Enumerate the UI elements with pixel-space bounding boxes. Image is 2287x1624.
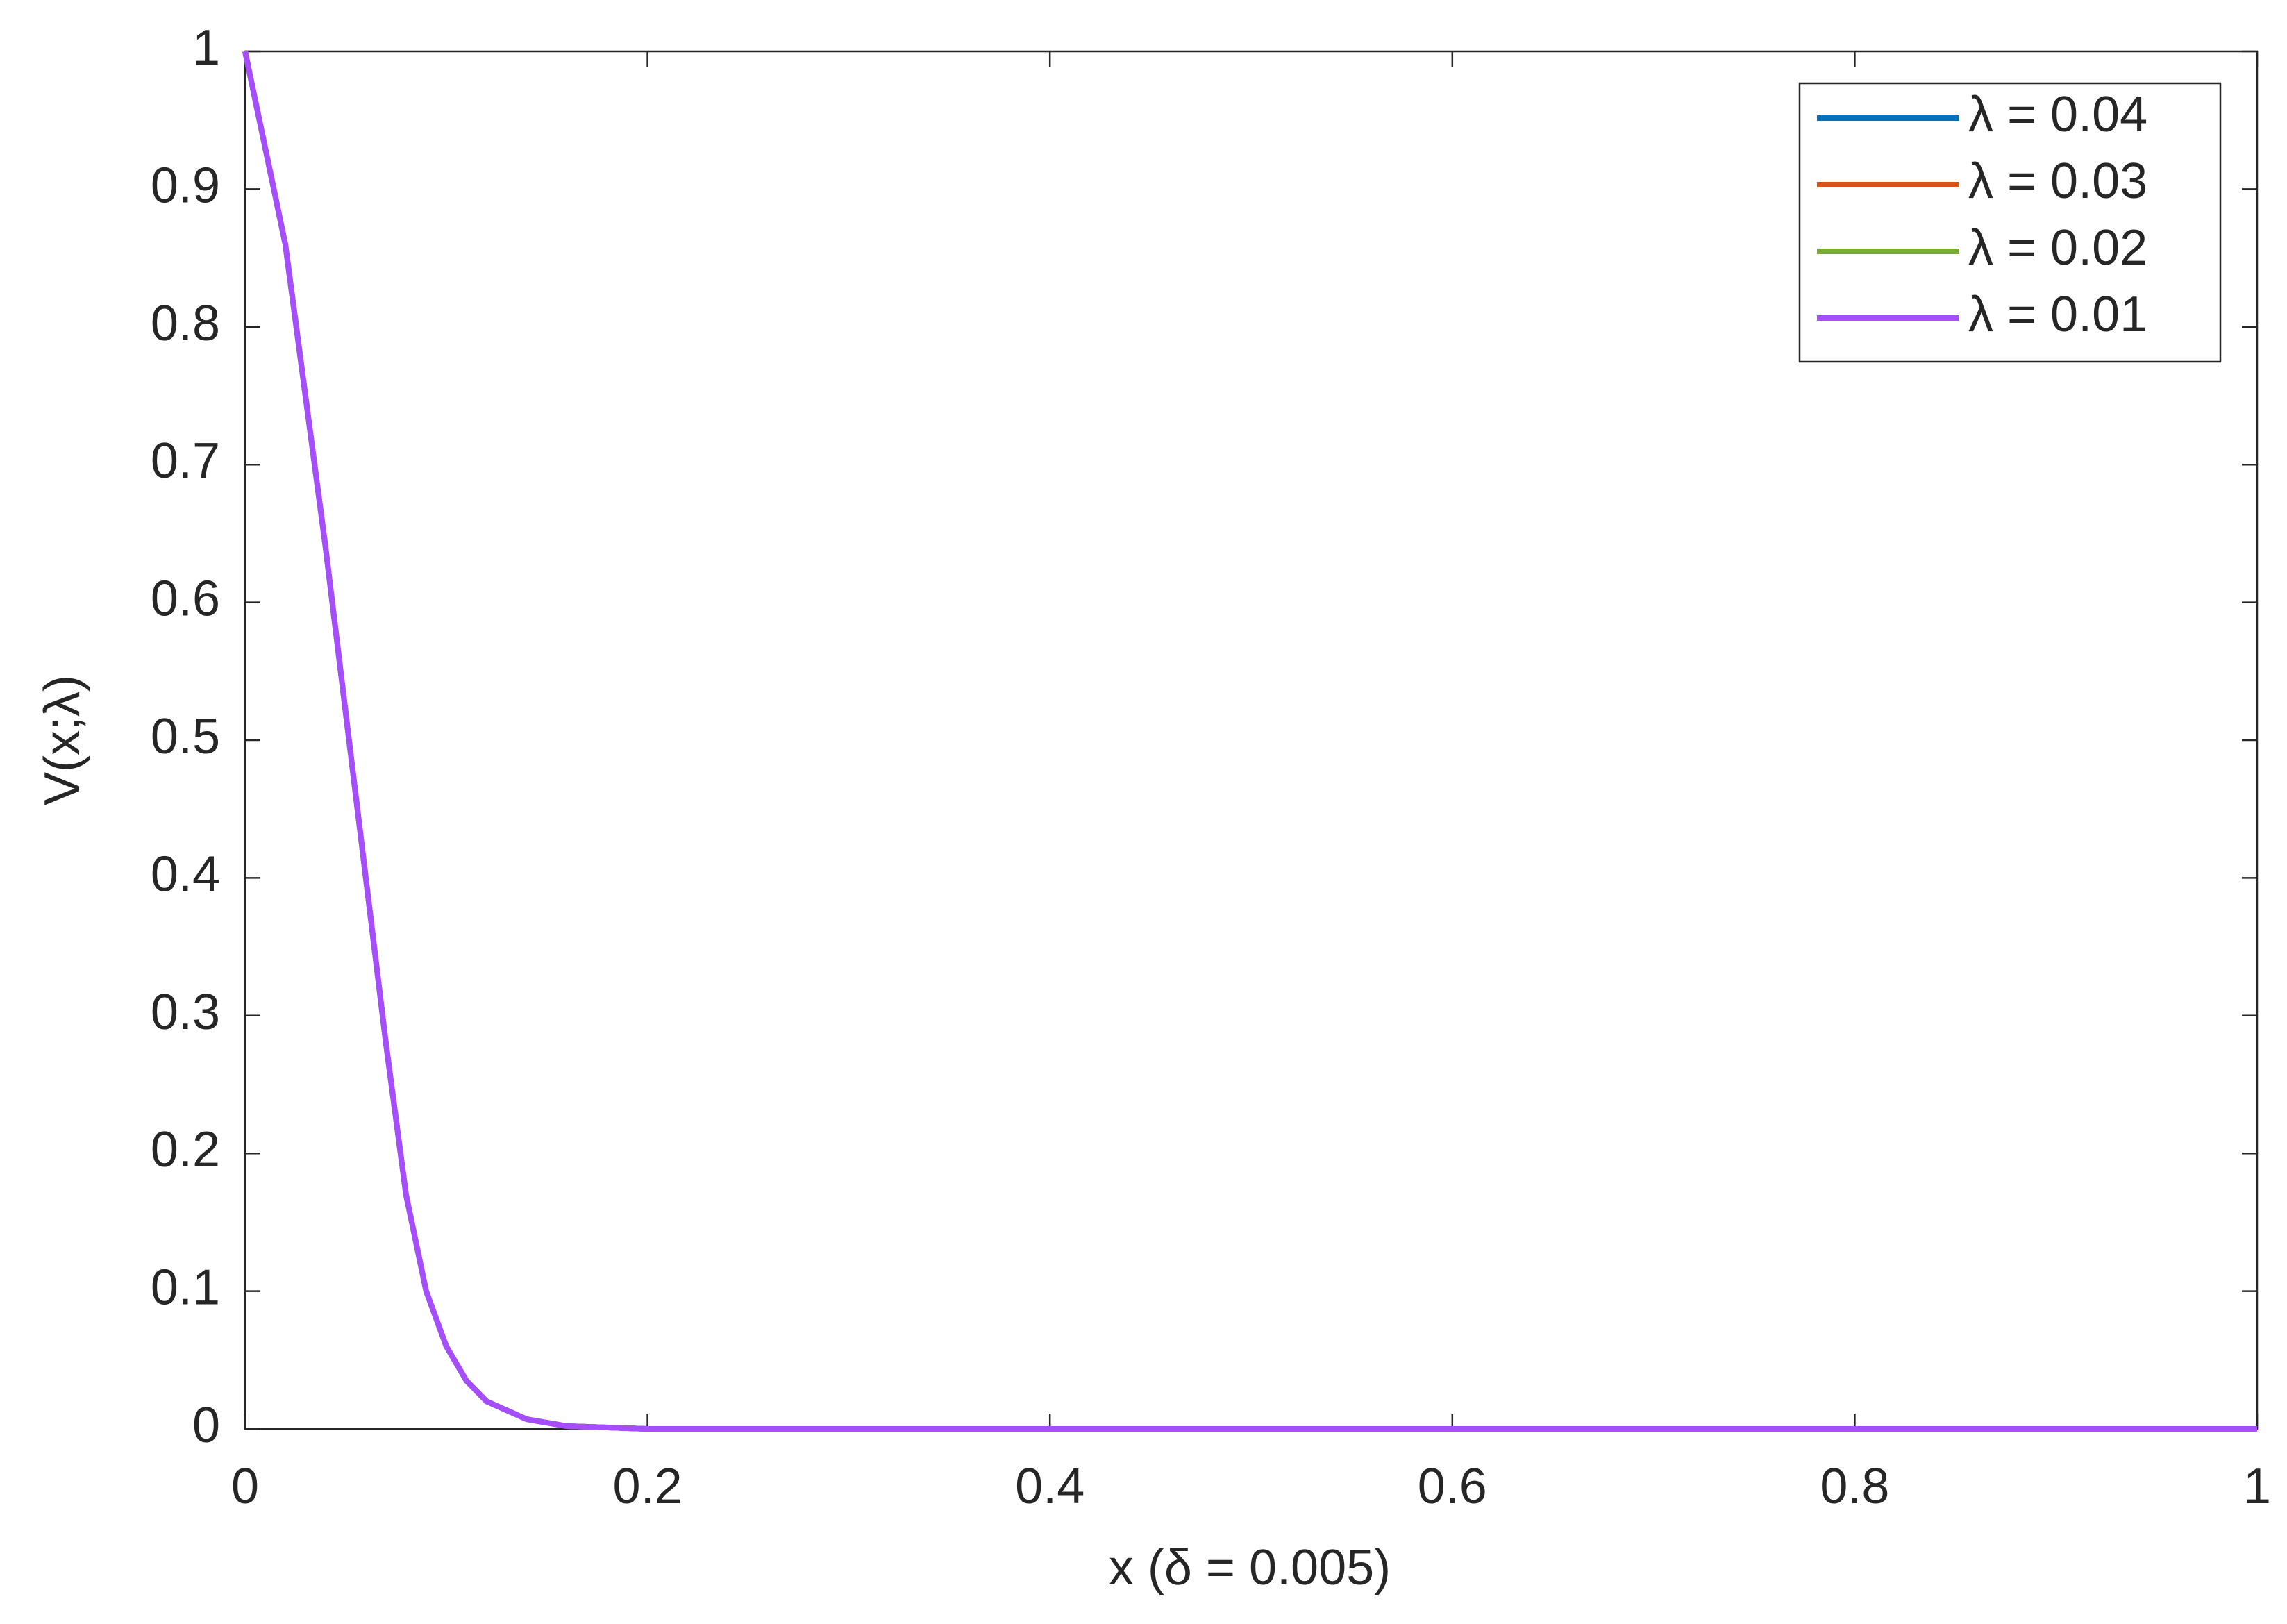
x-tick-label: 0.6: [1418, 1459, 1487, 1514]
y-tick-label: 0.2: [151, 1122, 220, 1178]
x-axis-label: x (δ = 0.005): [1109, 1540, 1391, 1596]
y-tick-label: 0.9: [151, 158, 220, 213]
y-tick-label: 1: [192, 20, 220, 76]
legend-label: λ = 0.01: [1968, 287, 2147, 342]
y-tick-label: 0.1: [151, 1260, 220, 1316]
legend-label: λ = 0.02: [1968, 220, 2147, 276]
y-tick-label: 0.5: [151, 709, 220, 764]
y-tick-label: 0.6: [151, 571, 220, 627]
y-tick-label: 0: [192, 1398, 220, 1453]
y-axis-label: V(x;λ): [35, 675, 90, 805]
y-tick-label: 0.3: [151, 985, 220, 1040]
y-tick-label: 0.7: [151, 433, 220, 489]
y-tick-label: 0.4: [151, 846, 220, 902]
x-tick-label: 0.4: [1015, 1459, 1084, 1514]
legend-label: λ = 0.04: [1968, 87, 2147, 142]
x-tick-label: 1: [2243, 1459, 2271, 1514]
x-tick-label: 0: [231, 1459, 259, 1514]
legend-label: λ = 0.03: [1968, 153, 2147, 209]
y-tick-label: 0.8: [151, 296, 220, 351]
x-tick-label: 0.2: [613, 1459, 682, 1514]
series-line: [242, 51, 2257, 1432]
x-tick-label: 0.8: [1820, 1459, 1889, 1514]
